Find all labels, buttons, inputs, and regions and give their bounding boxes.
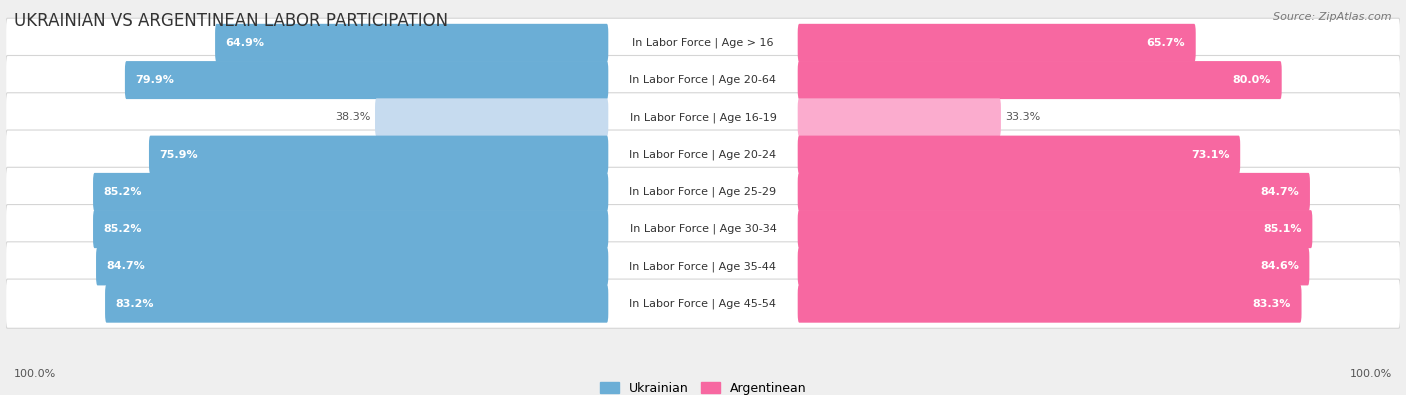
FancyBboxPatch shape [375,98,609,136]
FancyBboxPatch shape [6,242,1400,291]
Text: 65.7%: 65.7% [1146,38,1185,48]
FancyBboxPatch shape [6,93,1400,142]
Text: 75.9%: 75.9% [159,150,198,160]
FancyBboxPatch shape [215,24,609,62]
Text: Source: ZipAtlas.com: Source: ZipAtlas.com [1274,12,1392,22]
Text: 100.0%: 100.0% [1350,369,1392,379]
Text: 85.2%: 85.2% [104,224,142,234]
FancyBboxPatch shape [6,18,1400,68]
FancyBboxPatch shape [105,285,609,323]
Text: 38.3%: 38.3% [335,112,371,122]
Text: 84.7%: 84.7% [1261,187,1299,197]
Text: In Labor Force | Age 25-29: In Labor Force | Age 25-29 [630,186,776,197]
Text: 33.3%: 33.3% [1005,112,1040,122]
FancyBboxPatch shape [125,61,609,99]
Text: In Labor Force | Age 30-34: In Labor Force | Age 30-34 [630,224,776,234]
FancyBboxPatch shape [96,247,609,286]
FancyBboxPatch shape [797,173,1310,211]
Text: 64.9%: 64.9% [225,38,264,48]
Text: 84.7%: 84.7% [107,261,145,271]
FancyBboxPatch shape [797,24,1195,62]
Text: 83.3%: 83.3% [1253,299,1291,308]
FancyBboxPatch shape [6,205,1400,254]
Text: 83.2%: 83.2% [115,299,155,308]
FancyBboxPatch shape [6,55,1400,105]
FancyBboxPatch shape [93,210,609,248]
Text: In Labor Force | Age 35-44: In Labor Force | Age 35-44 [630,261,776,272]
Text: In Labor Force | Age > 16: In Labor Force | Age > 16 [633,38,773,48]
FancyBboxPatch shape [6,130,1400,179]
FancyBboxPatch shape [797,285,1302,323]
Text: 85.2%: 85.2% [104,187,142,197]
FancyBboxPatch shape [797,247,1309,286]
FancyBboxPatch shape [797,98,1001,136]
FancyBboxPatch shape [797,135,1240,174]
FancyBboxPatch shape [149,135,609,174]
FancyBboxPatch shape [93,173,609,211]
Text: In Labor Force | Age 16-19: In Labor Force | Age 16-19 [630,112,776,122]
Text: 100.0%: 100.0% [14,369,56,379]
Text: In Labor Force | Age 20-24: In Labor Force | Age 20-24 [630,149,776,160]
FancyBboxPatch shape [797,210,1312,248]
Text: In Labor Force | Age 20-64: In Labor Force | Age 20-64 [630,75,776,85]
Text: 84.6%: 84.6% [1260,261,1299,271]
Text: 79.9%: 79.9% [135,75,174,85]
FancyBboxPatch shape [6,167,1400,216]
Legend: Ukrainian, Argentinean: Ukrainian, Argentinean [600,382,806,395]
Text: 85.1%: 85.1% [1264,224,1302,234]
Text: In Labor Force | Age 45-54: In Labor Force | Age 45-54 [630,299,776,309]
Text: UKRAINIAN VS ARGENTINEAN LABOR PARTICIPATION: UKRAINIAN VS ARGENTINEAN LABOR PARTICIPA… [14,12,449,30]
FancyBboxPatch shape [6,279,1400,328]
FancyBboxPatch shape [797,61,1282,99]
Text: 80.0%: 80.0% [1233,75,1271,85]
Text: 73.1%: 73.1% [1191,150,1230,160]
